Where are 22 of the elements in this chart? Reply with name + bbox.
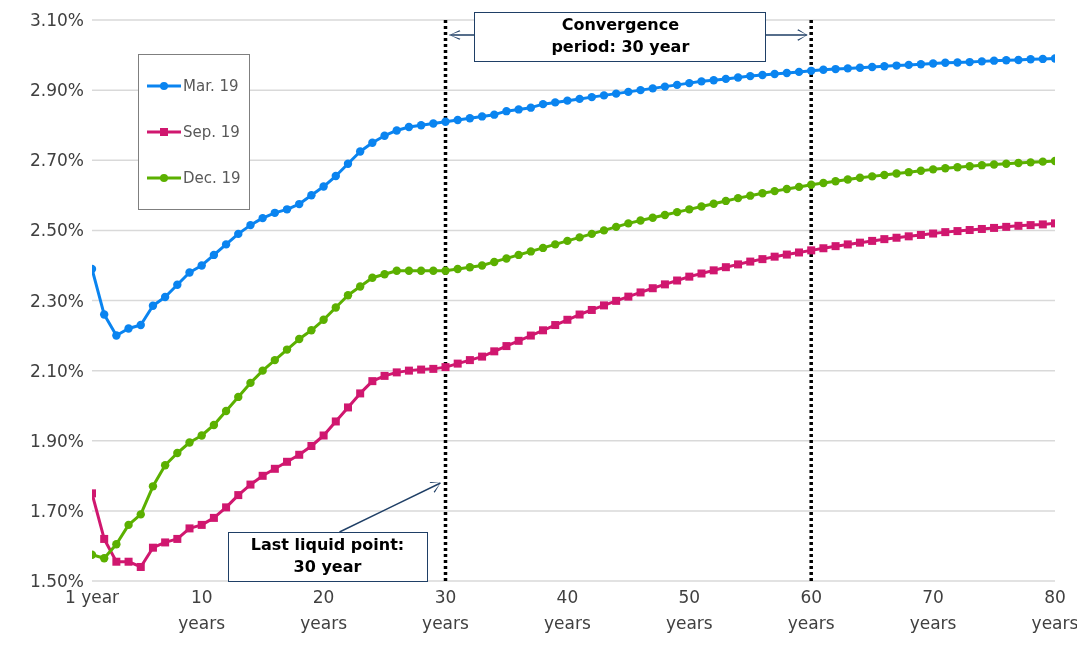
- annotation: Last liquid point: 30 year: [249, 534, 406, 578]
- y-tick-label: 1.70%: [29, 500, 84, 521]
- x-tick-label: 20 years: [300, 587, 348, 633]
- y-tick-label: 1.90%: [29, 430, 84, 451]
- legend-label: Mar. 19: [183, 77, 239, 95]
- x-tick-label: 70 years: [909, 587, 957, 633]
- legend-label: Sep. 19: [183, 123, 240, 141]
- y-tick-label: 2.90%: [29, 80, 84, 101]
- y-tick-label: 2.10%: [29, 360, 84, 381]
- x-tick-label: 50 years: [665, 587, 713, 633]
- legend-label: Dec. 19: [183, 169, 241, 187]
- y-tick-label: 3.10%: [29, 10, 84, 31]
- x-tick-label: 1 year: [64, 587, 120, 607]
- x-tick-label: 10 years: [178, 587, 226, 633]
- x-tick-label: 30 years: [422, 587, 470, 633]
- y-tick-label: 2.30%: [29, 290, 84, 311]
- y-tick-label: 2.70%: [29, 150, 84, 171]
- y-tick-label: 2.50%: [29, 220, 84, 241]
- x-tick-label: 40 years: [544, 587, 591, 633]
- x-tick-label: 60 years: [787, 587, 835, 633]
- x-tick-label: 80 years: [1031, 587, 1079, 633]
- annotation: Convergence period: 30 year: [550, 14, 691, 58]
